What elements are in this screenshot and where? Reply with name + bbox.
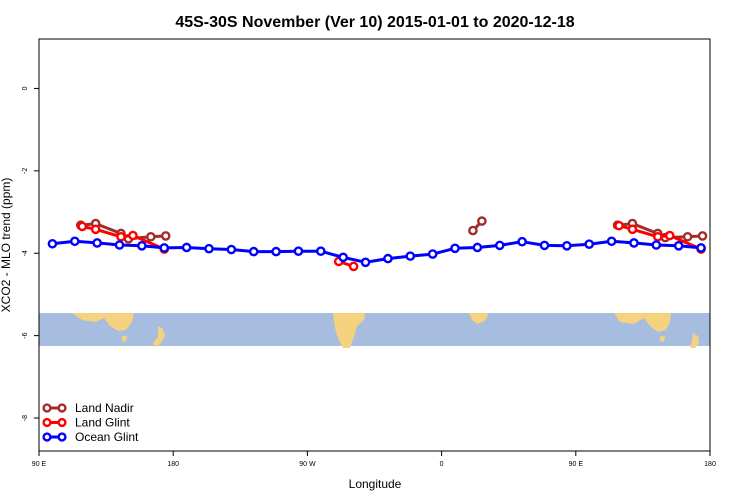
data-point-ocean-glint xyxy=(338,252,348,263)
legend-marker xyxy=(42,403,52,413)
legend-marker xyxy=(57,417,67,428)
data-point-land-nadir xyxy=(682,231,693,242)
data-point-ocean-glint xyxy=(137,241,147,251)
data-point-ocean-glint xyxy=(494,240,505,251)
y-axis-label: XCO2 - MLO trend (ppm) xyxy=(0,178,13,313)
data-point-land-nadir xyxy=(160,231,171,241)
legend-label: Land Glint xyxy=(75,416,130,430)
data-point-land-glint xyxy=(90,224,101,235)
x-tick-label: 90 E xyxy=(569,461,584,468)
data-point-ocean-glint xyxy=(517,236,527,247)
y-tick-label: -8 xyxy=(22,415,29,421)
land-new-zealand-right xyxy=(690,333,699,348)
data-point-ocean-glint xyxy=(606,236,617,247)
plot-frame xyxy=(38,38,711,452)
land-south-america xyxy=(333,313,365,348)
y-tick-label: -2 xyxy=(22,168,29,174)
chart-title: 45S-30S November (Ver 10) 2015-01-01 to … xyxy=(175,14,574,31)
x-tick-label: 180 xyxy=(704,461,716,468)
legend-label: Ocean Glint xyxy=(75,430,139,444)
y-axis: 0 -2 -4 -6 -8 xyxy=(22,86,39,421)
series-layer xyxy=(47,216,708,272)
x-axis: 90 E 180 90 W 0 90 E 180 xyxy=(32,451,716,468)
data-point-ocean-glint xyxy=(629,238,639,248)
legend-marker xyxy=(57,403,67,413)
data-point-land-nadir xyxy=(697,231,708,241)
data-point-ocean-glint xyxy=(47,238,58,249)
y-tick-label: -6 xyxy=(22,332,29,338)
data-point-ocean-glint xyxy=(472,242,483,253)
map-ocean xyxy=(39,312,710,346)
data-point-land-glint xyxy=(653,231,663,242)
land-tasmania-right xyxy=(660,336,665,342)
land-tasmania-left xyxy=(122,336,127,342)
data-point-ocean-glint xyxy=(159,243,170,253)
data-point-ocean-glint xyxy=(360,257,371,268)
y-tick-label: -4 xyxy=(22,250,29,256)
data-point-land-nadir xyxy=(146,231,156,242)
data-point-ocean-glint xyxy=(383,253,393,264)
data-point-land-nadir xyxy=(468,225,478,236)
data-point-ocean-glint xyxy=(696,243,706,253)
legend-marker xyxy=(57,432,67,442)
series-line-ocean-glint xyxy=(52,239,702,264)
data-point-ocean-glint xyxy=(204,243,214,254)
data-point-ocean-glint xyxy=(405,251,416,261)
data-point-land-glint xyxy=(664,230,675,241)
world-map-strip xyxy=(39,312,710,348)
x-tick-label: 90 E xyxy=(32,461,47,468)
data-point-land-glint xyxy=(128,230,138,241)
data-point-ocean-glint xyxy=(450,243,460,254)
land-new-zealand-left xyxy=(153,326,165,347)
data-point-ocean-glint xyxy=(248,246,259,257)
data-point-ocean-glint xyxy=(539,240,550,251)
data-point-ocean-glint xyxy=(673,241,684,251)
data-point-land-glint xyxy=(116,231,126,242)
data-point-land-glint xyxy=(614,220,624,231)
data-point-ocean-glint xyxy=(316,246,326,256)
x-tick-label: 90 W xyxy=(299,461,316,468)
y-tick-label: 0 xyxy=(22,86,29,90)
legend-label: Land Nadir xyxy=(75,401,134,415)
series-ocean-glint xyxy=(47,236,706,268)
legend-item-land-glint: Land Glint xyxy=(42,416,130,430)
x-axis-label: Longitude xyxy=(349,477,402,491)
data-point-ocean-glint xyxy=(427,249,438,259)
legend-marker xyxy=(42,432,52,442)
legend-item-land-nadir: Land Nadir xyxy=(42,401,134,415)
data-point-ocean-glint xyxy=(114,240,125,250)
data-point-land-nadir xyxy=(477,216,487,226)
data-point-ocean-glint xyxy=(69,236,80,247)
data-point-ocean-glint xyxy=(584,239,595,249)
legend-item-ocean-glint: Ocean Glint xyxy=(42,430,139,444)
data-point-land-glint xyxy=(348,261,359,272)
series-land-glint xyxy=(77,220,706,272)
data-point-ocean-glint xyxy=(293,246,304,256)
data-point-ocean-glint xyxy=(271,246,281,257)
data-point-ocean-glint xyxy=(226,244,237,255)
land-australia-left xyxy=(72,313,134,331)
data-point-ocean-glint xyxy=(562,241,572,251)
land-africa xyxy=(469,313,488,324)
data-point-land-glint xyxy=(77,221,88,232)
x-tick-label: 180 xyxy=(167,461,179,468)
data-point-ocean-glint xyxy=(92,238,102,248)
data-point-land-glint xyxy=(627,224,638,235)
data-point-ocean-glint xyxy=(651,240,662,250)
x-tick-label: 0 xyxy=(440,461,444,468)
legend-marker xyxy=(42,417,52,428)
data-point-ocean-glint xyxy=(181,242,192,253)
land-australia-right xyxy=(614,313,671,332)
